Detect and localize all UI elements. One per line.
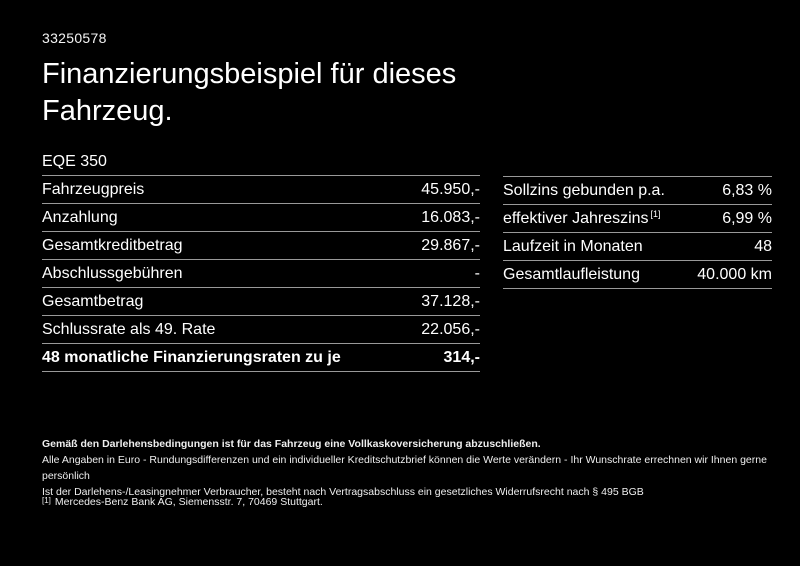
table-row-nominal-interest: Sollzins gebunden p.a. 6,83 % (503, 177, 772, 205)
row-label-text: effektiver Jahreszins (503, 210, 649, 227)
model-row: EQE 350 (42, 148, 480, 176)
row-value: 22.056,- (421, 320, 480, 338)
row-value: 16.083,- (421, 208, 480, 226)
row-label: Schlussrate als 49. Rate (42, 320, 216, 338)
row-label: Fahrzeugpreis (42, 180, 145, 198)
footnote-text: Mercedes-Benz Bank AG, Siemensstr. 7, 70… (54, 496, 323, 508)
disclaimer-insurance-line: Gemäß den Darlehensbedingungen ist für d… (42, 438, 541, 450)
model-name: EQE 350 (42, 152, 107, 170)
financing-conditions-table: Sollzins gebunden p.a. 6,83 % effektiver… (503, 176, 772, 289)
row-value: 45.950,- (421, 180, 480, 198)
row-value: - (474, 264, 480, 282)
document-id: 33250578 (42, 30, 107, 46)
footnote-reference: [1] (650, 209, 661, 219)
financing-cost-table: EQE 350 Fahrzeugpreis 45.950,- Anzahlung… (42, 148, 480, 372)
disclaimer-withdrawal-line: Ist der Darlehens-/Leasingnehmer Verbrau… (42, 486, 644, 498)
row-label: Gesamtkreditbetrag (42, 236, 183, 254)
table-row-final-rate: Schlussrate als 49. Rate 22.056,- (42, 316, 480, 344)
table-row-total-mileage: Gesamtlaufleistung 40.000 km (503, 261, 772, 289)
row-value: 314,- (443, 348, 480, 366)
footnote-marker: [1] (42, 496, 51, 505)
disclaimer-block: Gemäß den Darlehensbedingungen ist für d… (42, 436, 770, 500)
disclaimer-euro-line: Alle Angaben in Euro - Rundungsdifferenz… (42, 454, 767, 482)
row-value: 40.000 km (697, 265, 772, 283)
table-row-closing-fees: Abschlussgebühren - (42, 260, 480, 288)
row-label: effektiver Jahreszins [1] (503, 209, 661, 228)
row-label: Gesamtlaufleistung (503, 265, 640, 283)
row-value: 29.867,- (421, 236, 480, 254)
table-row-monthly-rate-total: 48 monatliche Finanzierungsraten zu je 3… (42, 344, 480, 372)
table-row-total-amount: Gesamtbetrag 37.128,- (42, 288, 480, 316)
row-label: Sollzins gebunden p.a. (503, 181, 665, 199)
page-title: Finanzierungsbeispiel für dieses Fahrzeu… (42, 58, 457, 127)
row-value: 6,99 % (722, 209, 772, 227)
table-row-total-credit: Gesamtkreditbetrag 29.867,- (42, 232, 480, 260)
table-row-term-months: Laufzeit in Monaten 48 (503, 233, 772, 261)
row-value: 37.128,- (421, 292, 480, 310)
row-label: Anzahlung (42, 208, 118, 226)
row-label: Laufzeit in Monaten (503, 237, 643, 255)
row-value: 48 (754, 237, 772, 255)
table-row-vehicle-price: Fahrzeugpreis 45.950,- (42, 176, 480, 204)
row-label: Abschlussgebühren (42, 264, 183, 282)
table-row-down-payment: Anzahlung 16.083,- (42, 204, 480, 232)
table-row-effective-interest: effektiver Jahreszins [1] 6,99 % (503, 205, 772, 233)
row-label: 48 monatliche Finanzierungsraten zu je (42, 348, 341, 366)
row-label: Gesamtbetrag (42, 292, 144, 310)
row-value: 6,83 % (722, 181, 772, 199)
footnote: [1] Mercedes-Benz Bank AG, Siemensstr. 7,… (42, 494, 323, 509)
